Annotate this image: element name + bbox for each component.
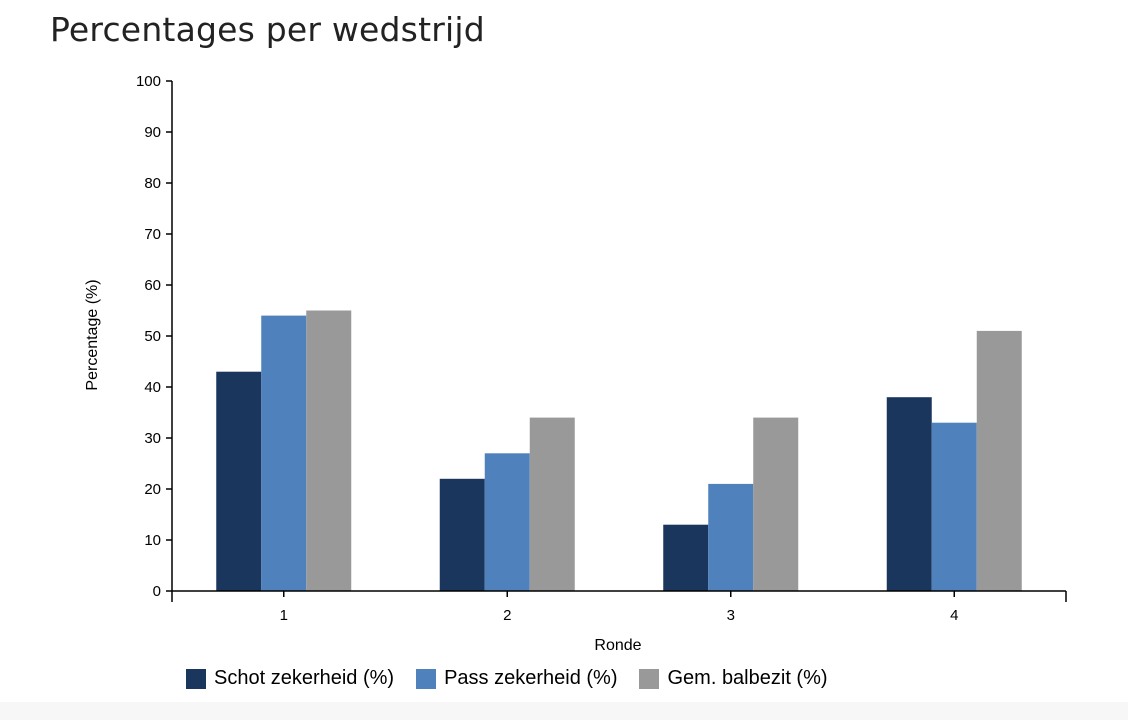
- y-tick-label-40: 40: [144, 379, 161, 396]
- y-tick-label-100: 100: [136, 73, 161, 90]
- bars-group: [216, 310, 1022, 591]
- bar-round-1-series-2: [261, 315, 307, 591]
- legend-swatch-3: [639, 668, 660, 689]
- legend-label-2: Pass zekerheid (%): [444, 667, 618, 689]
- x-tick-label-3: 3: [727, 607, 735, 624]
- bar-round-4-series-2: [931, 422, 977, 591]
- y-axis-title: Percentage (%): [84, 279, 101, 390]
- bar-round-4-series-1: [886, 397, 932, 591]
- legend-item-1: Schot zekerheid (%): [186, 667, 394, 690]
- x-tick-label-2: 2: [503, 607, 511, 624]
- x-tick-label-4: 4: [950, 607, 958, 624]
- y-tick-label-10: 10: [144, 532, 161, 549]
- bar-round-2-series-3: [529, 417, 575, 591]
- y-tick-label-70: 70: [144, 226, 161, 243]
- bar-round-4-series-3: [976, 330, 1022, 591]
- legend-label-3: Gem. balbezit (%): [667, 667, 828, 689]
- bar-round-1-series-1: [216, 371, 262, 591]
- y-tick-label-60: 60: [144, 277, 161, 294]
- legend-swatch-2: [416, 668, 437, 689]
- legend: Schot zekerheid (%) Pass zekerheid (%) Gem…: [186, 667, 850, 690]
- y-tick-label-30: 30: [144, 430, 161, 447]
- x-axis-title: Ronde: [594, 637, 641, 654]
- legend-item-2: Pass zekerheid (%): [416, 667, 617, 690]
- y-tick-label-80: 80: [144, 175, 161, 192]
- bottom-band: [0, 702, 1128, 720]
- y-tick-label-50: 50: [144, 328, 161, 345]
- y-axis: 0 10 20 30 40 50 60 70 80 90 100: [136, 73, 173, 600]
- legend-label-1: Schot zekerheid (%): [214, 667, 395, 689]
- bar-round-1-series-3: [306, 310, 352, 591]
- bar-round-3-series-3: [753, 417, 799, 591]
- x-axis: 1 2 3 4: [171, 590, 1067, 624]
- y-tick-label-90: 90: [144, 124, 161, 141]
- legend-item-3: Gem. balbezit (%): [639, 667, 828, 690]
- bar-round-3-series-2: [708, 483, 754, 591]
- bar-round-2-series-1: [439, 478, 485, 591]
- x-tick-label-1: 1: [280, 607, 288, 624]
- bar-round-2-series-2: [484, 453, 530, 591]
- y-tick-label-0: 0: [153, 583, 161, 600]
- y-tick-label-20: 20: [144, 481, 161, 498]
- legend-swatch-1: [186, 668, 206, 689]
- bar-round-3-series-1: [663, 524, 709, 591]
- chart-title: Percentages per wedstrijd: [50, 10, 485, 49]
